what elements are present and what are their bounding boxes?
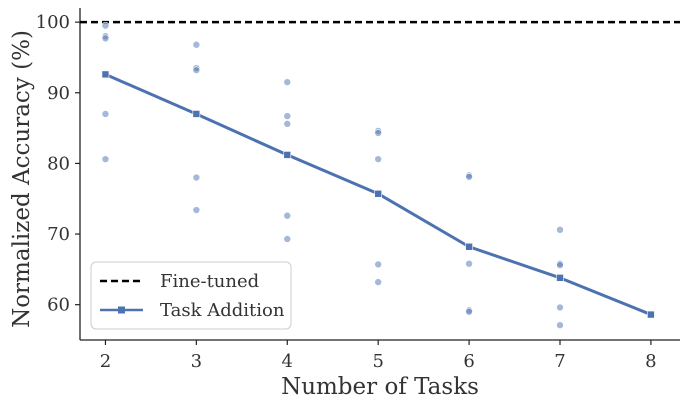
y-tick-label: 60 xyxy=(47,295,70,316)
y-axis-label: Normalized Accuracy (%) xyxy=(9,30,35,328)
scatter-point xyxy=(192,173,201,182)
axes xyxy=(79,8,680,341)
x-tick-label: 3 xyxy=(191,351,202,372)
scatter-point xyxy=(283,112,292,120)
x-axis-label: Number of Tasks xyxy=(281,374,479,400)
x-tick-label: 8 xyxy=(645,351,656,372)
x-ticks: 2 3 4 5 6 7 8 xyxy=(100,340,657,372)
scatter-point xyxy=(283,211,292,220)
scatter-point xyxy=(556,226,564,234)
y-tick-label: 70 xyxy=(47,224,70,245)
series-layer xyxy=(101,70,655,319)
task-addition-marker xyxy=(374,189,382,198)
scatter-point xyxy=(101,21,110,30)
legend-task-addition-marker xyxy=(118,306,125,314)
task-addition-marker xyxy=(192,110,201,118)
scatter-point xyxy=(192,40,201,49)
scatter-point xyxy=(374,129,382,137)
scatter-point xyxy=(374,278,382,286)
scatter-point xyxy=(374,260,382,269)
x-tick-label: 5 xyxy=(372,351,383,372)
scatter-point xyxy=(556,261,564,269)
y-tick-label: 90 xyxy=(47,83,70,104)
scatter-point xyxy=(192,66,201,74)
scatter-point xyxy=(101,34,110,43)
y-ticks: 60 70 80 90 100 xyxy=(36,12,80,316)
scatter-point xyxy=(192,206,201,214)
x-tick-label: 6 xyxy=(463,351,474,372)
scatter-point xyxy=(101,110,110,118)
scatter-point xyxy=(283,120,292,128)
task-addition-marker xyxy=(465,242,473,251)
scatter-point xyxy=(465,307,473,316)
y-tick-label: 100 xyxy=(36,12,70,33)
scatter-point xyxy=(101,155,110,163)
task-addition-marker xyxy=(647,310,655,319)
x-tick-label: 7 xyxy=(554,351,565,372)
legend-box xyxy=(90,261,292,330)
y-tick-label: 80 xyxy=(47,153,70,174)
scatter-point xyxy=(283,78,292,86)
task-addition-marker xyxy=(101,70,110,79)
scatter-point xyxy=(556,321,564,329)
legend-task-addition-label: Task Addition xyxy=(160,300,285,321)
task-addition-marker xyxy=(283,151,292,159)
x-tick-label: 2 xyxy=(100,351,111,372)
legend-fine-tuned-label: Fine-tuned xyxy=(160,271,259,292)
x-tick-label: 4 xyxy=(282,351,293,372)
scatter-point xyxy=(283,235,292,243)
scatter-point xyxy=(465,173,473,181)
scatter-point xyxy=(374,155,382,163)
scatter-point xyxy=(465,259,473,268)
legend: Fine-tuned Task Addition xyxy=(90,261,292,330)
scatter-layer xyxy=(101,21,564,329)
task-addition-marker xyxy=(556,274,564,282)
scatter-point xyxy=(556,303,564,312)
